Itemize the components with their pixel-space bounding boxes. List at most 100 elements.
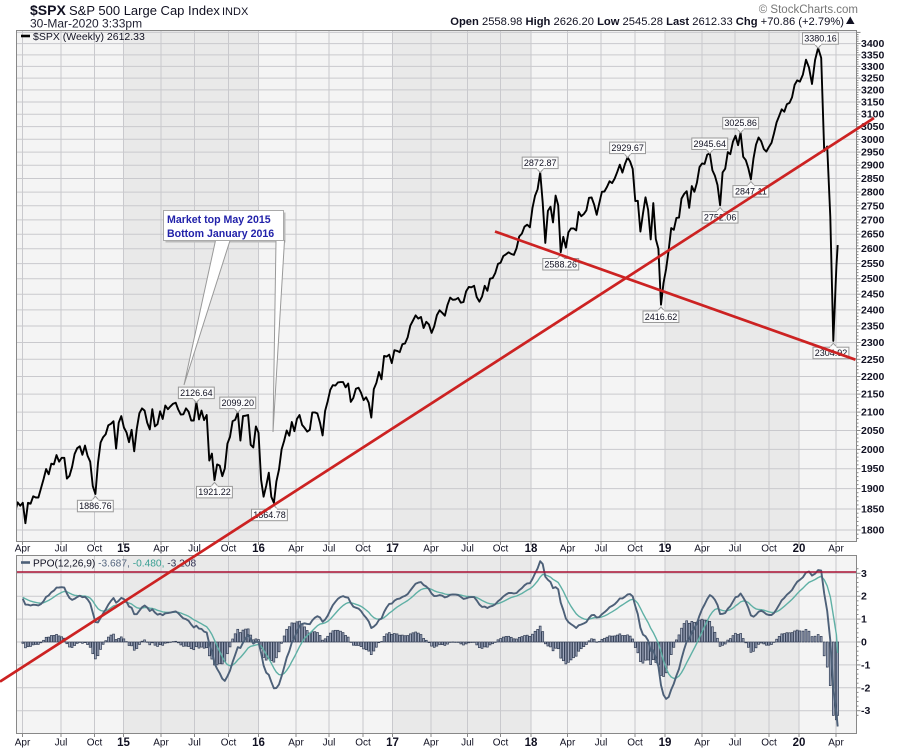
svg-text:1950: 1950 (861, 463, 885, 475)
svg-text:2929.67: 2929.67 (611, 143, 644, 153)
svg-text:3000: 3000 (861, 134, 885, 146)
svg-text:Apr: Apr (694, 544, 710, 555)
svg-text:1: 1 (861, 614, 867, 626)
svg-text:Jul: Jul (323, 738, 336, 749)
svg-text:Apr: Apr (423, 738, 439, 749)
svg-text:Apr: Apr (423, 544, 439, 555)
svg-text:PPO(12,26,9) -3.687, -0.480, -: PPO(12,26,9) -3.687, -0.480, -3.208 (33, 559, 196, 570)
svg-text:Oct: Oct (627, 544, 643, 555)
svg-text:3400: 3400 (861, 38, 885, 50)
svg-text:2400: 2400 (861, 304, 885, 316)
svg-text:2872.87: 2872.87 (524, 158, 557, 168)
svg-text:2300: 2300 (861, 337, 885, 349)
svg-text:17: 17 (386, 543, 399, 555)
svg-text:Bottom January 2016: Bottom January 2016 (167, 228, 274, 240)
svg-text:Jul: Jul (461, 544, 474, 555)
svg-text:2900: 2900 (861, 160, 885, 172)
svg-text:1886.76: 1886.76 (79, 501, 112, 511)
svg-text:3025.86: 3025.86 (724, 118, 757, 128)
svg-text:3: 3 (861, 568, 867, 580)
svg-text:2: 2 (861, 591, 867, 603)
svg-text:Jul: Jul (188, 738, 201, 749)
svg-text:18: 18 (525, 737, 538, 749)
svg-text:Apr: Apr (288, 544, 304, 555)
svg-text:2250: 2250 (861, 354, 885, 366)
svg-text:Apr: Apr (15, 738, 31, 749)
svg-text:3200: 3200 (861, 84, 885, 96)
svg-text:Oct: Oct (87, 738, 103, 749)
svg-text:Apr: Apr (560, 738, 576, 749)
svg-text:Apr: Apr (694, 738, 710, 749)
svg-text:Market top May 2015: Market top May 2015 (167, 214, 271, 226)
svg-text:1921.22: 1921.22 (198, 487, 231, 497)
svg-text:Open 2558.98 High 2626.20 Low: Open 2558.98 High 2626.20 Low 2545.28 La… (450, 16, 844, 28)
svg-text:Jul: Jul (55, 544, 68, 555)
svg-text:Jul: Jul (55, 738, 68, 749)
svg-text:2450: 2450 (861, 289, 885, 301)
svg-text:Oct: Oct (493, 738, 509, 749)
svg-text:Oct: Oct (355, 738, 371, 749)
svg-text:-2: -2 (861, 682, 870, 694)
svg-text:Jul: Jul (323, 544, 336, 555)
svg-text:2200: 2200 (861, 371, 885, 383)
svg-text:2000: 2000 (861, 444, 885, 456)
svg-text:0: 0 (861, 637, 867, 649)
svg-text:Oct: Oct (493, 544, 509, 555)
svg-text:© StockCharts.com: © StockCharts.com (759, 4, 858, 16)
svg-text:19: 19 (659, 543, 672, 555)
svg-text:Jul: Jul (461, 738, 474, 749)
svg-text:3150: 3150 (861, 97, 885, 109)
svg-text:2350: 2350 (861, 321, 885, 333)
svg-text:Oct: Oct (761, 544, 777, 555)
svg-text:Oct: Oct (627, 738, 643, 749)
svg-text:3250: 3250 (861, 73, 885, 85)
svg-text:Apr: Apr (288, 738, 304, 749)
svg-text:-3: -3 (861, 705, 870, 717)
svg-text:2700: 2700 (861, 214, 885, 226)
svg-text:20: 20 (793, 737, 806, 749)
svg-text:$SPX (Weekly) 2612.33: $SPX (Weekly) 2612.33 (33, 31, 145, 43)
svg-text:Oct: Oct (87, 544, 103, 555)
svg-text:16: 16 (252, 543, 265, 555)
svg-text:3350: 3350 (861, 49, 885, 61)
svg-text:INDX: INDX (222, 6, 249, 18)
svg-text:17: 17 (386, 737, 399, 749)
svg-text:Apr: Apr (560, 544, 576, 555)
svg-text:2304.92: 2304.92 (815, 348, 848, 358)
svg-text:1900: 1900 (861, 483, 885, 495)
svg-text:Jul: Jul (729, 738, 742, 749)
svg-text:1850: 1850 (861, 504, 885, 516)
svg-text:2800: 2800 (861, 187, 885, 199)
svg-text:-1: -1 (861, 659, 870, 671)
svg-text:Apr: Apr (828, 544, 844, 555)
svg-text:2416.62: 2416.62 (645, 312, 678, 322)
svg-text:2500: 2500 (861, 273, 885, 285)
svg-text:2050: 2050 (861, 425, 885, 437)
svg-text:2945.64: 2945.64 (694, 139, 727, 149)
svg-text:Apr: Apr (828, 738, 844, 749)
svg-text:2600: 2600 (861, 243, 885, 255)
svg-text:Oct: Oct (761, 738, 777, 749)
svg-text:Apr: Apr (15, 544, 31, 555)
svg-text:20: 20 (793, 543, 806, 555)
svg-text:Jul: Jul (729, 544, 742, 555)
svg-text:3300: 3300 (861, 61, 885, 73)
svg-text:2950: 2950 (861, 147, 885, 159)
svg-text:2550: 2550 (861, 258, 885, 270)
svg-text:15: 15 (117, 543, 130, 555)
svg-text:2126.64: 2126.64 (180, 388, 213, 398)
svg-text:19: 19 (659, 737, 672, 749)
svg-text:2150: 2150 (861, 389, 885, 401)
svg-text:16: 16 (252, 737, 265, 749)
svg-text:Apr: Apr (153, 544, 169, 555)
svg-text:3380.16: 3380.16 (804, 34, 837, 44)
svg-text:Oct: Oct (221, 738, 237, 749)
svg-text:1800: 1800 (861, 525, 885, 537)
svg-text:2099.20: 2099.20 (222, 398, 255, 408)
svg-text:2750: 2750 (861, 200, 885, 212)
svg-text:Oct: Oct (355, 544, 371, 555)
svg-text:Jul: Jul (595, 738, 608, 749)
svg-text:18: 18 (525, 543, 538, 555)
svg-text:Apr: Apr (153, 738, 169, 749)
svg-text:2588.26: 2588.26 (544, 259, 577, 269)
